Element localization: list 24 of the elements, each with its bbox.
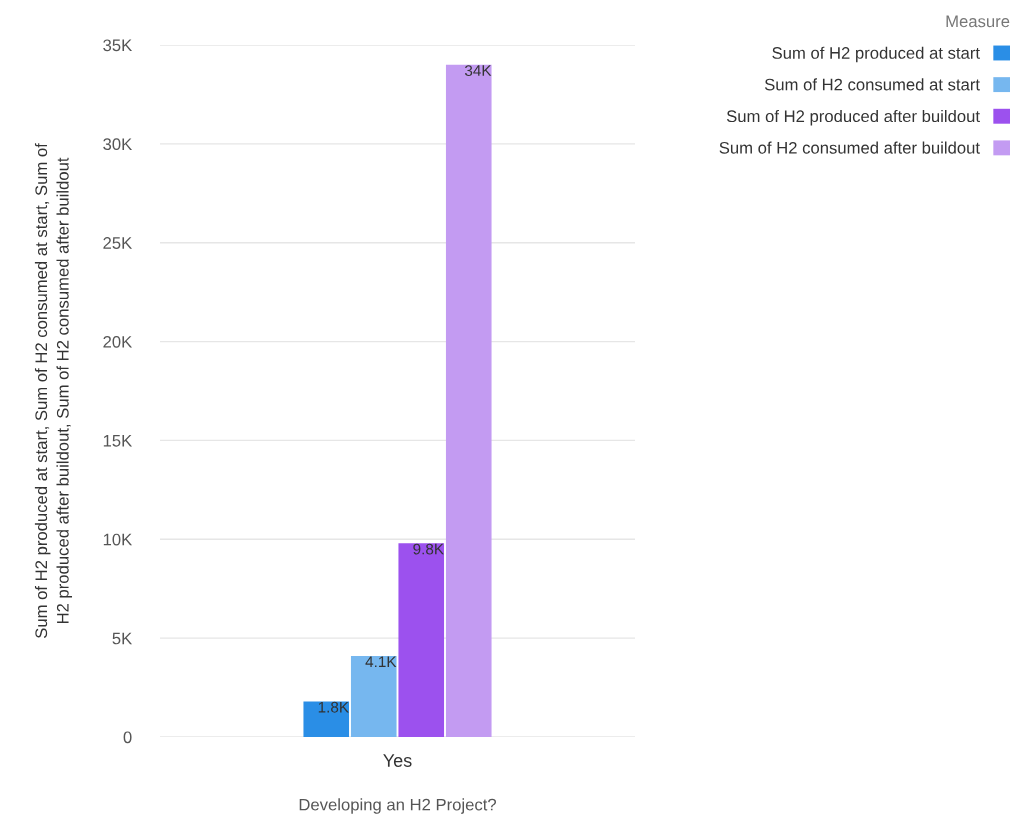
- y-axis-title: Sum of H2 produced at start, Sum of H2 consumed at start, Sum of H2 produced after buildout, Sum of H2 consumed after buildout: [34, 143, 73, 639]
- x-tick-label: Yes: [383, 754, 412, 767]
- legend-label: Sum of H2 consumed after buildout: [719, 141, 980, 154]
- data-label: 4.1K: [365, 656, 397, 668]
- bar: [398, 543, 445, 737]
- x-axis-title: Developing an H2 Project?: [299, 798, 497, 814]
- legend-title: Measure: [946, 15, 1010, 28]
- y-tick-label: 20K: [103, 335, 133, 348]
- legend-label: Sum of H2 consumed at start: [764, 78, 980, 91]
- y-tick-label: 5K: [112, 632, 133, 645]
- data-label: 9.8K: [413, 543, 444, 555]
- data-label: 34K: [464, 65, 492, 76]
- y-tick-label: 0: [123, 731, 132, 744]
- legend-label: Sum of H2 produced after buildout: [726, 109, 980, 126]
- bar: [445, 64, 492, 737]
- legend-label: Sum of H2 produced at start: [772, 46, 980, 63]
- y-tick-label: 35K: [103, 39, 133, 52]
- bar: [303, 701, 350, 737]
- bar: [350, 655, 397, 737]
- y-tick-label: 10K: [103, 533, 133, 546]
- y-tick-label: 15K: [103, 435, 133, 447]
- data-label: 1.8K: [318, 701, 349, 713]
- y-tick-label: 30K: [103, 138, 133, 151]
- y-tick-label: 25K: [103, 237, 133, 249]
